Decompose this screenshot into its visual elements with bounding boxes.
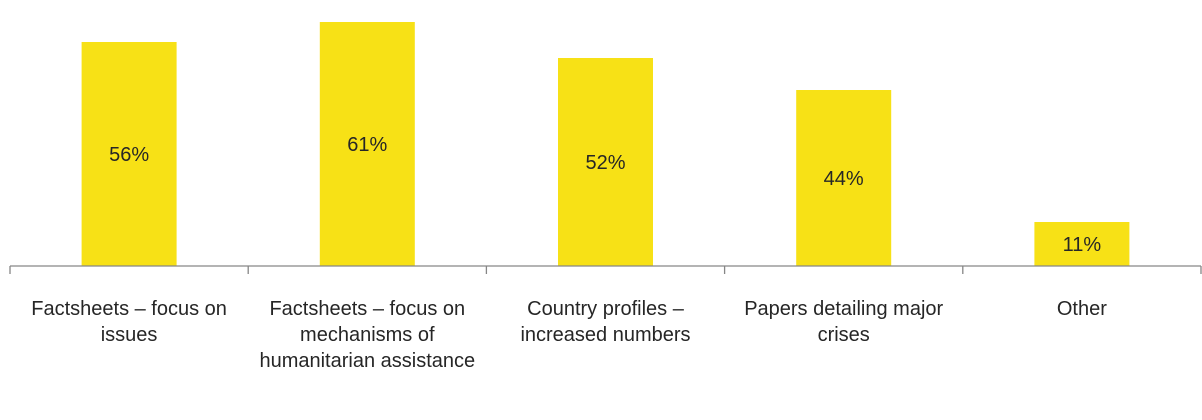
x-axis (9, 265, 1202, 274)
data-label: 52% (585, 152, 625, 174)
data-label: 44% (824, 168, 864, 190)
bar (558, 58, 653, 266)
data-label: 61% (347, 134, 387, 156)
bars-group: 56% 61% 52% 44% 11% (81, 22, 1130, 266)
bar (796, 90, 892, 266)
bar (81, 42, 177, 266)
data-label: 11% (1063, 234, 1102, 256)
bar (1034, 222, 1130, 266)
bar (319, 22, 415, 266)
data-label: 56% (109, 144, 149, 166)
